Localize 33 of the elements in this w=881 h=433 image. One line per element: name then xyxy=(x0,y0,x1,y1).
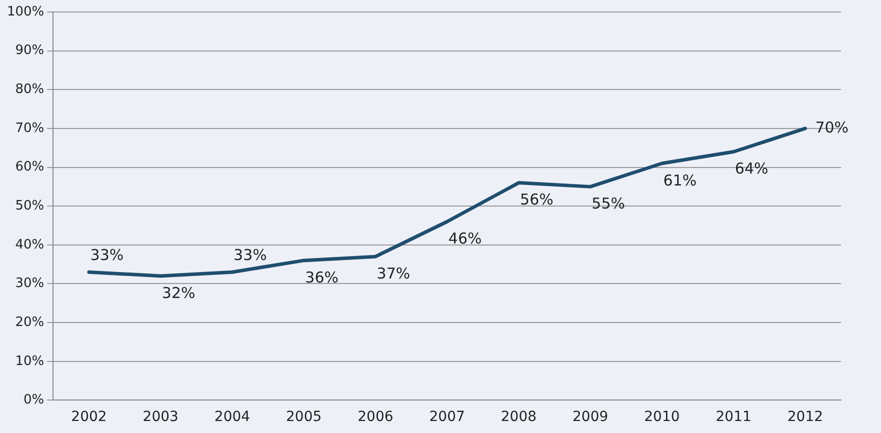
x-tick-label: 2012 xyxy=(787,409,824,426)
y-tick-label: 50% xyxy=(15,198,44,214)
y-tick-label: 20% xyxy=(15,314,44,330)
text: 33% xyxy=(234,246,267,264)
x-tick-label: 2007 xyxy=(429,409,465,426)
text: 46% xyxy=(448,230,482,248)
x-tick-label: 2010 xyxy=(644,409,680,426)
text: 32% xyxy=(162,284,196,302)
y-tick-label: 90% xyxy=(15,43,44,58)
x-tick-label: 2005 xyxy=(286,409,322,426)
x-tick-label: 2003 xyxy=(142,409,178,426)
text: 56% xyxy=(520,190,554,209)
y-tick-label: 0% xyxy=(24,392,44,408)
y-tick-label: 100% xyxy=(6,4,44,20)
x-tick-label: 2008 xyxy=(500,409,537,426)
y-tick-label: 10% xyxy=(15,354,44,369)
y-tick-label: 80% xyxy=(15,82,44,98)
y-tick-label: 40% xyxy=(15,237,44,252)
x-tick-label: 2002 xyxy=(71,409,107,426)
x-tick-label: 2006 xyxy=(358,409,394,426)
text: 61% xyxy=(663,171,697,190)
text: 36% xyxy=(305,268,339,286)
text: 33% xyxy=(90,246,124,264)
y-tick-label: 70% xyxy=(15,120,44,136)
x-tick-label: 2004 xyxy=(214,409,250,426)
y-tick-label: 30% xyxy=(15,276,44,292)
x-tick-label: 2009 xyxy=(572,409,608,426)
x-tick-label: 2011 xyxy=(716,409,752,426)
text: 37% xyxy=(376,264,410,282)
text: 70% xyxy=(815,118,849,136)
text: 55% xyxy=(592,194,625,213)
text: 64% xyxy=(734,160,768,178)
y-tick-label: 60% xyxy=(15,160,44,175)
